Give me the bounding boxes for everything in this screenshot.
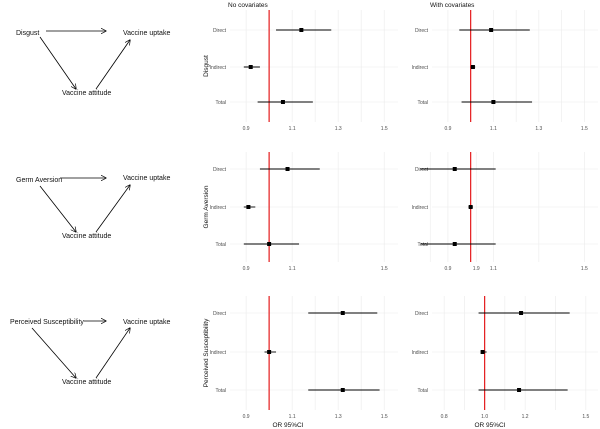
category-label: Total [215,100,226,106]
arrow-b-path [95,40,130,90]
arrow-a-path [31,327,76,378]
x-tick-label: 0.9 [444,266,451,272]
category-label: Direct [415,28,429,34]
x-tick-label: 1.5 [582,414,589,420]
x-tick-label: 0.9 [243,414,250,420]
estimate-point [517,388,522,392]
category-label: Total [215,242,226,248]
estimate-point [470,65,475,69]
x-tick-label: 1.9 [473,266,480,272]
category-label: Total [215,388,226,394]
x-tick-label: 1.3 [535,126,542,132]
diagram-outcome-label: Vaccine uptake [123,175,170,182]
column-title-with-covariates: With covariates [430,2,475,9]
category-label: Direct [213,28,227,34]
category-label: Total [417,242,428,248]
diagram-mediator-label: Vaccine attitude [62,233,111,240]
x-tick-label: 1.1 [289,266,296,272]
x-tick-label: 1.5 [381,266,388,272]
x-tick-label: 1.3 [335,126,342,132]
category-label: Total [417,100,428,106]
x-tick-label: 1.1 [289,126,296,132]
category-label: Indirect [412,350,429,356]
estimate-point [480,350,485,354]
arrow-a-path [39,185,76,232]
arrow-b-path [95,328,130,379]
category-label: Direct [213,311,227,317]
estimate-point [452,242,457,246]
category-label: Direct [415,167,429,173]
diagram-germ-aversion: Germ Aversion Vaccine uptake Vaccine att… [16,175,170,240]
x-tick-label: 1.3 [335,414,342,420]
x-tick-label: 1.5 [381,126,388,132]
forest-panel-1-0: 0.9 1.1 1.5 1.9 Direct Indirect Total Germ Aver… [203,152,480,272]
x-tick-label: 0.9 [243,126,250,132]
estimate-point [468,205,473,209]
strip-label: Disgust [203,55,210,77]
estimate-point [267,350,272,354]
category-label: Direct [415,311,429,317]
forest-panel-0-1: 0.9 1.1 1.3 1.5 Direct Indirect Total [412,10,598,132]
category-label: Total [417,388,428,394]
diagram-predictor-label: Disgust [16,30,39,37]
diagram-perceived-susceptibility: Perceived Susceptibility Vaccine uptake … [10,319,170,386]
estimate-point [285,167,290,171]
category-label: Indirect [210,350,227,356]
diagram-predictor-label: Perceived Susceptibility [10,319,84,326]
diagram-outcome-label: Vaccine uptake [123,319,170,326]
forest-panel-2-0: 0.9 1.1 1.3 1.5 Direct Indirect Total Perceived… [203,296,398,420]
diagram-disgust: Disgust Vaccine uptake Vaccine attitude [16,30,170,97]
category-label: Indirect [412,65,429,71]
diagram-predictor-label: Germ Aversion [16,177,62,184]
estimate-point [519,311,524,315]
category-label: Direct [213,167,227,173]
x-tick-label: 1.1 [289,414,296,420]
forest-panel-0-0: 0.9 1.1 1.3 1.5 Direct Indirect Total Disgust [203,10,398,132]
forest-panel-2-1: 0.8 1.0 1.2 1.5 Direct Indirect Total [412,296,598,420]
estimate-point [299,28,304,32]
estimate-point [280,100,285,104]
category-label: Indirect [412,205,429,211]
strip-label: Germ Aversion [203,185,210,228]
column-title-no-covariates: No covariates [228,2,268,9]
x-tick-label: 0.8 [441,414,448,420]
estimate-point [489,28,494,32]
strip-label: Perceived Susceptibility [203,318,210,387]
forest-plots: 0.9 1.1 1.3 1.5DirectIndirectTotalDisgust0.… [203,10,598,420]
x-tick-label: 1.5 [381,414,388,420]
arrow-b-path [95,185,130,233]
x-tick-label: 0.9 [243,266,250,272]
x-tick-label: 1.0 [481,414,488,420]
estimate-point [246,205,251,209]
x-tick-label: 1.5 [581,266,588,272]
diagram-mediator-label: Vaccine attitude [62,379,111,386]
category-label: Indirect [210,65,227,71]
x-axis-title-left: OR 95%CI [272,422,303,429]
category-label: Indirect [210,205,227,211]
estimate-point [491,100,496,104]
x-tick-label: 1.5 [581,126,588,132]
diagram-mediator-label: Vaccine attitude [62,90,111,97]
x-tick-label: 1.1 [490,266,497,272]
x-axis-title-right: OR 95%CI [474,422,505,429]
x-tick-label: 0.9 [444,126,451,132]
estimate-point [340,388,345,392]
x-tick-label: 1.1 [490,126,497,132]
forest-panel-1-1: 0.9 1.1 1.5 Direct Indirect Total [412,152,598,272]
x-tick-label: 1.2 [522,414,529,420]
estimate-point [267,242,272,246]
diagram-outcome-label: Vaccine uptake [123,30,170,37]
estimate-point [248,65,253,69]
estimate-point [340,311,345,315]
arrow-a-path [39,36,76,89]
estimate-point [452,167,457,171]
